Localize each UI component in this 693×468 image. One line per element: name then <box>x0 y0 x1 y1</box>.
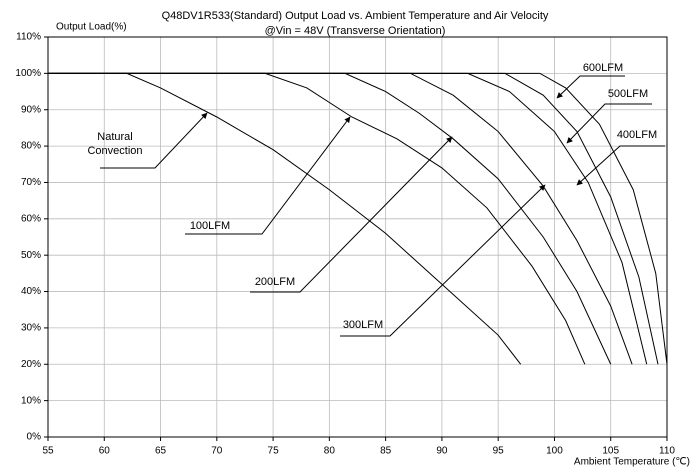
leader-line <box>556 75 625 99</box>
curve <box>48 72 633 365</box>
x-tick-label: 90 <box>436 446 448 457</box>
series-label: 100LFM <box>190 220 230 232</box>
series-label: 400LFM <box>617 129 657 141</box>
leader-line <box>340 184 546 337</box>
x-tick-label: 110 <box>659 446 675 457</box>
curve <box>48 72 586 365</box>
leader-line <box>250 136 453 293</box>
curve <box>48 72 612 365</box>
y-tick-label: 50% <box>21 250 41 261</box>
x-tick-label: 55 <box>42 446 54 457</box>
x-tick-label: 105 <box>602 446 619 457</box>
y-tick-label: 0% <box>27 432 42 443</box>
x-tick-label: 85 <box>380 446 392 457</box>
curve <box>48 72 668 365</box>
x-tick-label: 60 <box>99 446 111 457</box>
y-tick-label: 20% <box>21 359 41 370</box>
x-tick-label: 95 <box>493 446 505 457</box>
y-axis-label: Output Load(%) <box>56 22 127 33</box>
leader-line <box>185 116 351 235</box>
y-tick-label: 70% <box>21 177 41 188</box>
y-tick-label: 100% <box>15 68 41 79</box>
series-label: 600LFM <box>583 62 623 74</box>
y-tick-label: 110% <box>16 32 41 43</box>
series-label: 500LFM <box>608 88 648 100</box>
series-label: Natural Convection <box>87 131 143 157</box>
y-tick-label: 40% <box>21 286 41 297</box>
leader-line <box>576 145 665 186</box>
series-label: 300LFM <box>343 319 383 331</box>
y-tick-label: 10% <box>21 395 41 406</box>
curve <box>48 72 522 365</box>
series-label: 200LFM <box>255 276 295 288</box>
leader-line <box>566 103 652 144</box>
chart-subtitle: @Vin = 48V (Transverse Orientation) <box>265 25 446 37</box>
y-tick-label: 60% <box>21 213 41 224</box>
x-tick-label: 65 <box>155 446 167 457</box>
x-tick-label: 100 <box>546 446 563 457</box>
y-tick-label: 80% <box>21 141 41 152</box>
x-tick-label: 70 <box>211 446 223 457</box>
x-axis-label: Ambient Temperature (℃) <box>574 457 690 468</box>
y-tick-label: 90% <box>21 104 41 115</box>
chart-title: Q48DV1R533(Standard) Output Load vs. Amb… <box>162 10 549 22</box>
plot-frame <box>47 36 668 438</box>
x-tick-label: 75 <box>268 446 280 457</box>
leader-line <box>100 112 208 169</box>
x-tick-label: 80 <box>324 446 336 457</box>
y-tick-label: 30% <box>21 323 41 334</box>
